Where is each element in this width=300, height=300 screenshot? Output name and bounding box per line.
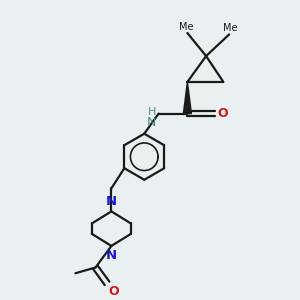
Text: O: O	[109, 285, 119, 298]
Polygon shape	[183, 82, 191, 114]
Text: O: O	[217, 107, 228, 120]
Text: N: N	[106, 249, 117, 262]
Text: Me: Me	[179, 22, 193, 32]
Text: Me: Me	[223, 23, 238, 33]
Text: N: N	[147, 116, 156, 129]
Text: N: N	[106, 195, 117, 208]
Text: H: H	[148, 107, 156, 117]
